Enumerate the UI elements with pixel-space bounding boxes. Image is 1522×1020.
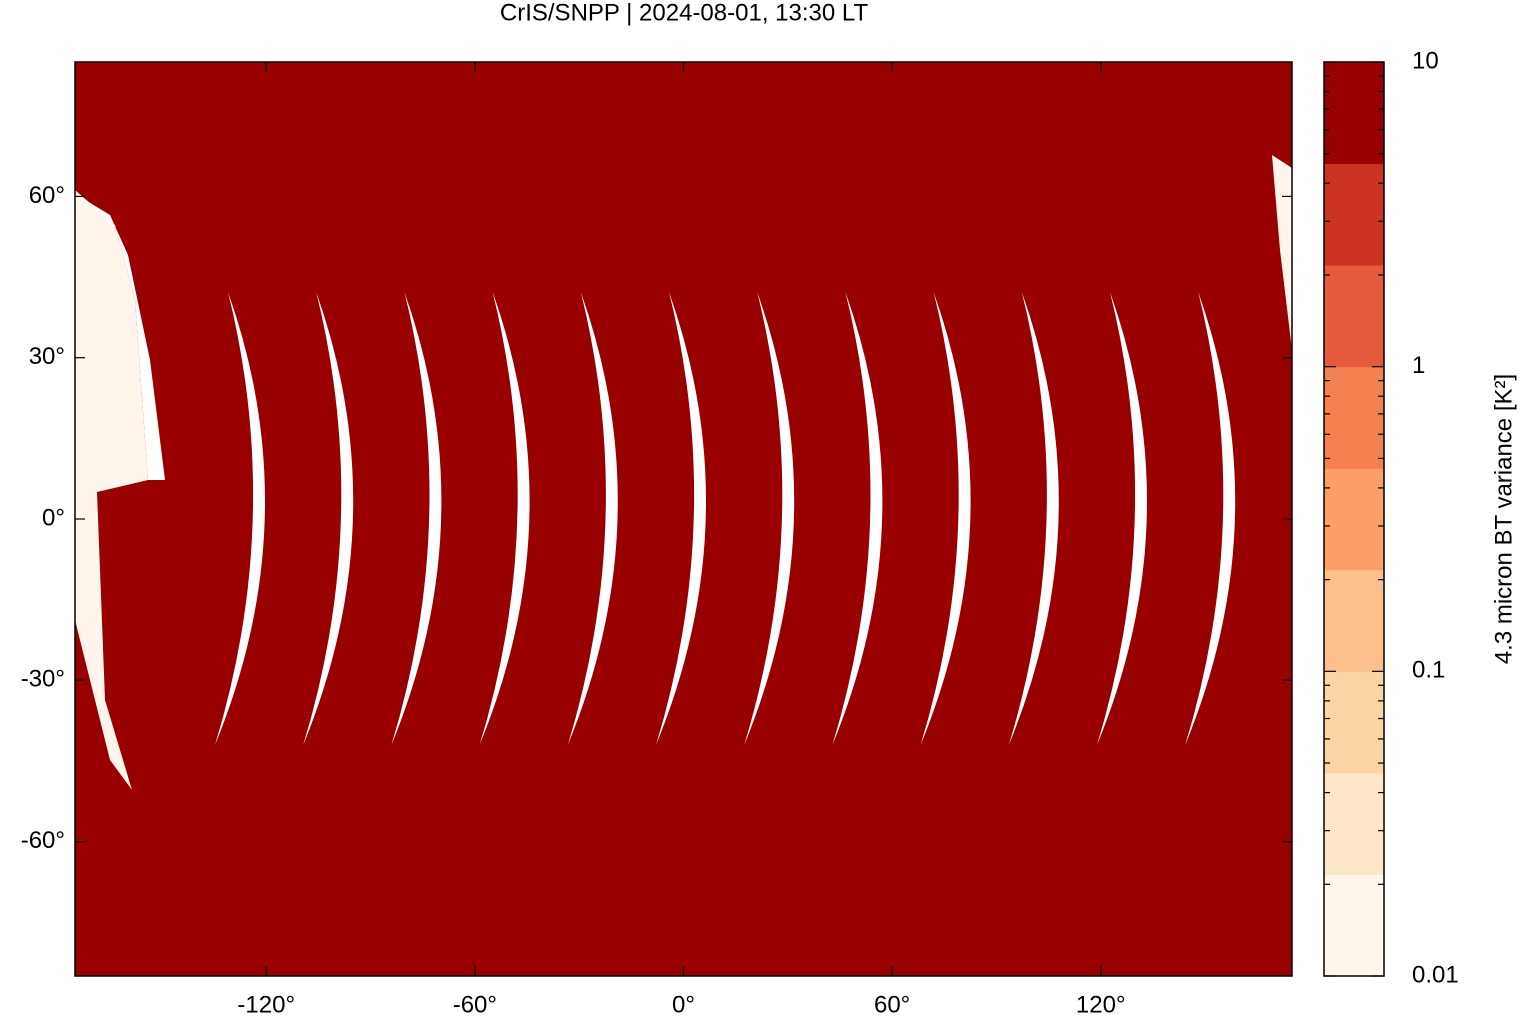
y-tick-label: 30°: [29, 343, 65, 370]
chart-title: CrIS/SNPP | 2024-08-01, 13:30 LT: [500, 0, 869, 26]
data-gap: [391, 292, 442, 745]
data-gap: [215, 292, 265, 745]
colorbar-segment: [1324, 671, 1384, 774]
colorbar-segment: [1324, 468, 1384, 571]
data-gap: [1185, 292, 1236, 745]
colorbar: [1324, 62, 1384, 977]
colorbar-segment: [1324, 265, 1384, 368]
data-gap: [303, 292, 354, 745]
colorbar-segment: [1324, 874, 1384, 977]
colorbar-tick-label: 0.01: [1412, 961, 1459, 988]
y-tick-label: -60°: [21, 827, 65, 854]
map-background: [75, 62, 1292, 976]
x-tick-label: -60°: [453, 991, 497, 1018]
data-gap: [82, 198, 165, 480]
data-gap: [479, 292, 530, 745]
colorbar-frame: [1323, 61, 1385, 977]
colorbar-tick-label: 1: [1412, 352, 1425, 379]
y-tick-label: -30°: [21, 666, 65, 693]
data-gap: [744, 292, 795, 745]
x-tick-label: -120°: [237, 991, 295, 1018]
colorbar-tick-label: 0.1: [1412, 657, 1445, 684]
x-tick-label: 60°: [874, 991, 910, 1018]
y-tick-label: 60°: [29, 182, 65, 209]
colorbar-segment: [1324, 772, 1384, 875]
data-gap: [1008, 292, 1059, 745]
data-gap: [656, 292, 706, 745]
data-gap: [567, 292, 618, 745]
colorbar-tick-label: 10: [1412, 47, 1439, 74]
colorbar-label: 4.3 micron BT variance [K²]: [1490, 374, 1517, 664]
data-gap: [832, 292, 883, 745]
y-tick-label: 0°: [42, 504, 65, 531]
colorbar-segment: [1324, 569, 1384, 672]
low-variance-region: [1272, 155, 1292, 350]
data-gap: [920, 292, 971, 745]
colorbar-segment: [1324, 163, 1384, 266]
colorbar-segment: [1324, 366, 1384, 469]
x-tick-label: 0°: [672, 991, 695, 1018]
data-gap: [1097, 292, 1147, 745]
colorbar-segment: [1324, 62, 1384, 165]
x-tick-label: 120°: [1076, 991, 1126, 1018]
low-variance-region: [75, 190, 148, 790]
data-gaps: [215, 292, 1236, 745]
